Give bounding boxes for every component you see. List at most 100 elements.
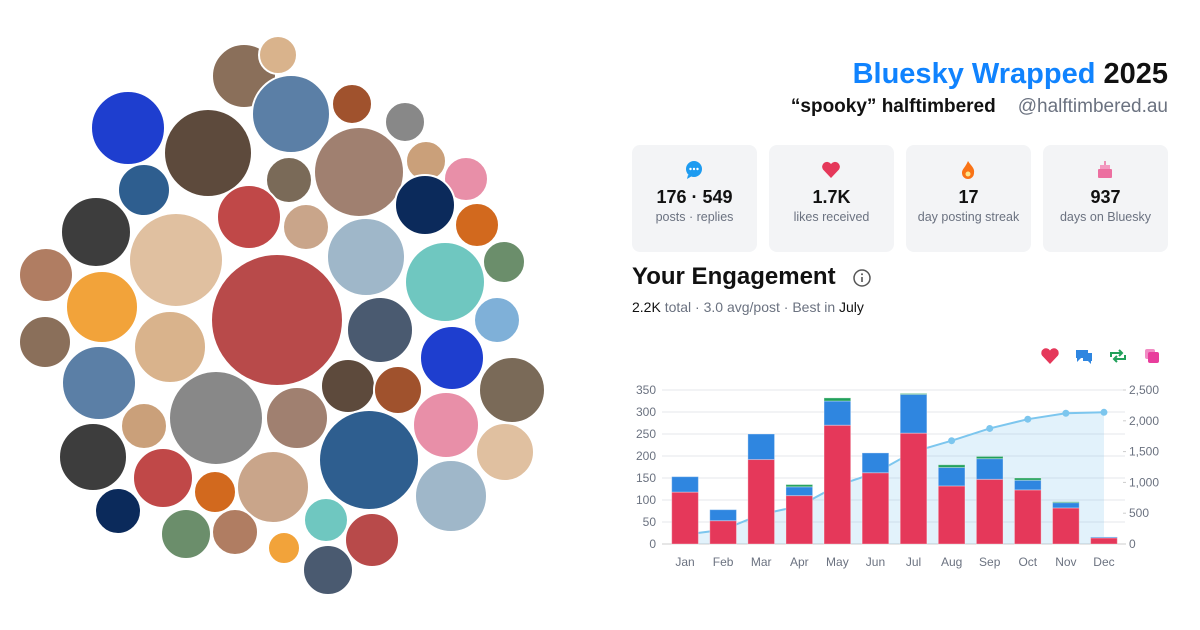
avatar — [18, 315, 72, 369]
stat-value: 176 · 549 — [656, 187, 733, 207]
summary-total: 2.2K — [632, 299, 661, 315]
bar-segment — [1013, 479, 1042, 491]
stat-card: 176 · 549 posts · replies — [632, 145, 757, 252]
line-point — [1024, 415, 1032, 423]
stat-label: days on Bluesky — [1059, 210, 1152, 224]
avatar — [318, 409, 420, 511]
avatar — [473, 296, 521, 344]
avatar — [267, 531, 301, 565]
y-tick-label: 100 — [636, 493, 656, 507]
x-tick-label: Sep — [979, 555, 1001, 569]
display-name: “spooky” halftimbered — [790, 96, 996, 117]
avatar — [128, 212, 224, 308]
bar-segment — [899, 393, 928, 395]
bar-segment — [861, 472, 890, 545]
bar-segment — [899, 432, 928, 545]
avatar — [160, 508, 212, 560]
bar-segment — [671, 476, 699, 493]
bar-segment — [785, 495, 814, 545]
stat-label: posts · replies — [655, 210, 734, 224]
bar-segment — [1052, 502, 1080, 509]
x-tick-label: Feb — [713, 555, 734, 569]
y2-tick-label: 2,500 — [1129, 383, 1159, 397]
avatar — [251, 74, 331, 154]
stat-value: 937 — [1090, 187, 1121, 207]
avatar — [211, 508, 259, 556]
stat-value: 17 — [958, 187, 979, 207]
stat-value: 1.7K — [812, 187, 851, 207]
avatar — [394, 174, 456, 236]
bar-segment — [823, 400, 852, 426]
bar-segment — [861, 452, 890, 474]
avatar — [94, 487, 142, 535]
avatar — [475, 422, 535, 482]
y-tick-label: 250 — [636, 427, 656, 441]
y-tick-label: 200 — [636, 449, 656, 463]
bar-segment — [1090, 537, 1118, 545]
line-point — [986, 424, 994, 432]
bar-segment — [785, 486, 814, 497]
title: Bluesky Wrapped 2025 — [853, 58, 1168, 91]
legend-icon — [1148, 352, 1159, 363]
legend-icon — [1110, 349, 1126, 363]
title-brand: Bluesky Wrapped — [852, 58, 1096, 90]
avatar — [236, 450, 310, 524]
bar-segment — [747, 433, 776, 461]
bar-segment — [937, 466, 966, 487]
bar-segment — [1090, 536, 1118, 539]
bar-segment — [975, 455, 1004, 460]
avatar — [482, 240, 526, 284]
avatar — [302, 544, 354, 596]
icon — [962, 161, 975, 179]
avatar — [193, 470, 237, 514]
avatar — [384, 101, 426, 143]
y-tick-label: 0 — [649, 537, 656, 551]
info-icon[interactable] — [852, 268, 872, 288]
x-tick-label: Apr — [790, 555, 809, 569]
x-tick-label: Jul — [906, 555, 921, 569]
y2-tick-label: 0 — [1129, 537, 1136, 551]
avatar — [117, 163, 171, 217]
bar-segment — [671, 491, 699, 545]
stat-label: likes received — [793, 210, 870, 224]
avatar — [168, 370, 264, 466]
y2-tick-label: 500 — [1129, 506, 1149, 520]
avatar — [163, 108, 253, 198]
avatar — [60, 196, 132, 268]
section-heading: Your Engagement — [632, 263, 836, 290]
x-tick-label: Dec — [1093, 555, 1114, 569]
y-tick-label: 350 — [636, 383, 656, 397]
avatar — [265, 386, 329, 450]
avatar-cloud — [18, 35, 546, 596]
stat-label: day posting streak — [917, 210, 1020, 224]
bar-segment — [747, 459, 776, 545]
line-point — [1100, 408, 1108, 416]
bar-segment — [823, 397, 852, 402]
summary-text: total · 3.0 avg/post · Best in — [664, 299, 836, 315]
avatar — [90, 90, 166, 166]
bar-segment — [937, 464, 966, 468]
summary: 2.2K total · 3.0 avg/post · Best in July — [632, 299, 864, 315]
x-tick-label: Oct — [1018, 555, 1037, 569]
avatar — [454, 202, 500, 248]
avatar — [303, 497, 349, 543]
avatar — [346, 296, 414, 364]
bar-segment — [785, 484, 814, 488]
y2-tick-label: 2,000 — [1129, 414, 1159, 428]
avatar — [326, 217, 406, 297]
avatar — [61, 345, 137, 421]
avatar — [419, 325, 485, 391]
y-tick-label: 150 — [636, 471, 656, 485]
avatar — [404, 241, 486, 323]
legend-icon — [1041, 348, 1059, 364]
x-tick-label: Jun — [866, 555, 885, 569]
avatar — [313, 126, 405, 218]
x-tick-label: Aug — [941, 555, 962, 569]
icon — [686, 161, 702, 179]
avatar — [216, 184, 282, 250]
bar-segment — [1052, 507, 1080, 545]
y-tick-label: 50 — [643, 515, 657, 529]
avatar — [282, 203, 330, 251]
